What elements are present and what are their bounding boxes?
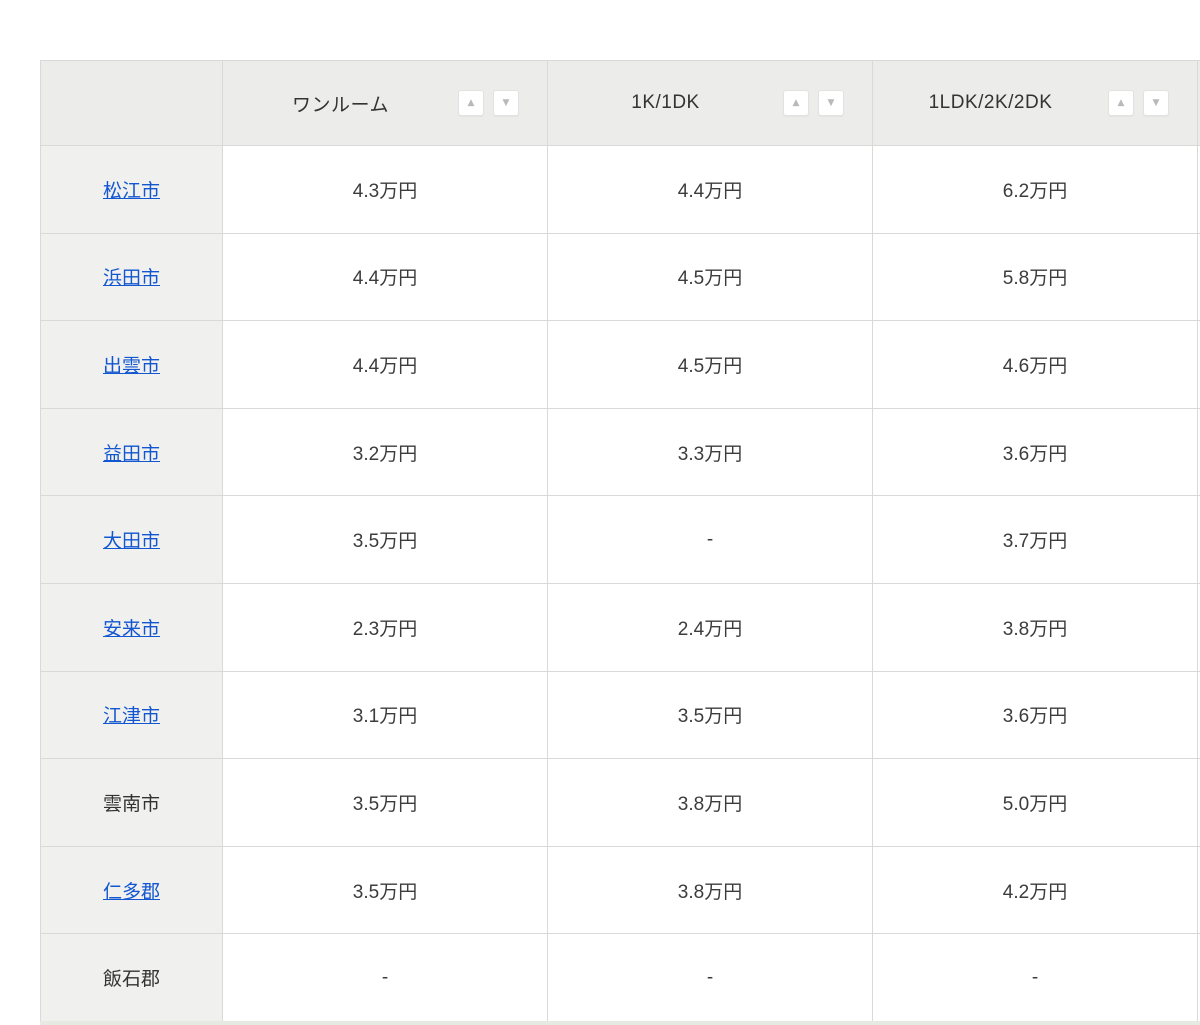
table-row: 飯石郡 - - -	[40, 933, 1200, 1022]
sort-controls: ▲ ▼	[783, 90, 844, 116]
rent-value-cell: -	[222, 933, 548, 1022]
rent-table-wrap: ワンルーム ▲ ▼ 1K/1DK ▲ ▼	[40, 60, 1200, 1022]
rent-price-table: ワンルーム ▲ ▼ 1K/1DK ▲ ▼	[40, 60, 1200, 1022]
rent-value-cell: 5.0万円	[872, 758, 1198, 847]
sort-desc-button[interactable]: ▼	[818, 90, 844, 116]
column-label: 1LDK/2K/2DK	[928, 92, 1053, 113]
sort-desc-button[interactable]: ▼	[1143, 90, 1169, 116]
rent-value-cell: 4.5万円	[547, 320, 873, 409]
column-label: ワンルーム	[292, 94, 389, 116]
area-link[interactable]: 益田市	[102, 443, 160, 465]
rent-value-cell: 4.6万円	[872, 320, 1198, 409]
column-header-cutoff	[1197, 60, 1200, 146]
area-link[interactable]: 大田市	[102, 531, 160, 553]
rent-value-cell: 3.2万円	[222, 407, 548, 497]
rent-value-cell: 3.5万円	[222, 758, 548, 847]
rent-value-cell: 3.8万円	[872, 582, 1198, 672]
rent-value-cell: -	[872, 933, 1198, 1022]
table-row: 雲南市 3.5万円 3.8万円 5.0万円	[40, 758, 1200, 847]
rent-value-cell-cutoff	[1197, 933, 1200, 1022]
area-cell: 浜田市	[40, 232, 223, 322]
area-cell: 飯石郡	[40, 933, 223, 1022]
rent-value-cell: 4.5万円	[547, 232, 873, 322]
area-link[interactable]: 浜田市	[102, 268, 160, 290]
area-cell: 雲南市	[40, 758, 223, 847]
area-link[interactable]: 出雲市	[102, 355, 160, 377]
area-cell: 仁多郡	[40, 845, 223, 935]
area-text: 飯石郡	[102, 969, 160, 991]
rent-value-cell: 2.4万円	[547, 582, 873, 672]
header-row: ワンルーム ▲ ▼ 1K/1DK ▲ ▼	[40, 60, 1200, 146]
sort-asc-button[interactable]: ▲	[458, 90, 484, 116]
area-cell: 安来市	[40, 582, 223, 672]
sort-controls: ▲ ▼	[1108, 90, 1169, 116]
sort-asc-button[interactable]: ▲	[783, 90, 809, 116]
table-row: 江津市 3.1万円 3.5万円 3.6万円	[40, 670, 1200, 760]
column-header-one-room: ワンルーム ▲ ▼	[222, 60, 548, 146]
column-header-1ldk-2k-2dk: 1LDK/2K/2DK ▲ ▼	[872, 60, 1198, 146]
area-cell: 出雲市	[40, 320, 223, 409]
rent-value-cell: 3.6万円	[872, 670, 1198, 760]
sort-down-icon: ▼	[1152, 97, 1160, 108]
table-row: 仁多郡 3.5万円 3.8万円 4.2万円	[40, 845, 1200, 935]
area-link[interactable]: 仁多郡	[102, 881, 160, 903]
rent-value-cell: 3.1万円	[222, 670, 548, 760]
table-row: 出雲市 4.4万円 4.5万円 4.6万円	[40, 320, 1200, 409]
area-cell: 江津市	[40, 670, 223, 760]
sort-down-icon: ▼	[502, 97, 510, 108]
area-text: 雲南市	[102, 793, 160, 815]
rent-value-cell: 4.2万円	[872, 845, 1198, 935]
sort-up-icon: ▲	[792, 97, 800, 108]
table-row: 益田市 3.2万円 3.3万円 3.6万円	[40, 407, 1200, 497]
rent-value-cell: 3.5万円	[222, 495, 548, 584]
rent-value-cell: 3.7万円	[872, 495, 1198, 584]
rent-value-cell: 3.5万円	[547, 670, 873, 760]
rent-value-cell: 3.8万円	[547, 758, 873, 847]
rent-value-cell: -	[547, 933, 873, 1022]
column-label: 1K/1DK	[631, 92, 700, 113]
area-cell: 松江市	[40, 145, 223, 234]
area-link[interactable]: 松江市	[102, 180, 160, 202]
area-link[interactable]: 安来市	[102, 618, 160, 640]
rent-value-cell: 4.4万円	[547, 145, 873, 234]
table-row: 松江市 4.3万円 4.4万円 6.2万円	[40, 145, 1200, 234]
rent-value-cell: -	[547, 495, 873, 584]
sort-up-icon: ▲	[467, 97, 475, 108]
rent-value-cell: 4.4万円	[222, 320, 548, 409]
corner-header-cell	[40, 60, 223, 146]
table-row: 大田市 3.5万円 - 3.7万円	[40, 495, 1200, 584]
rent-value-cell: 3.8万円	[547, 845, 873, 935]
table-row: 浜田市 4.4万円 4.5万円 5.8万円	[40, 232, 1200, 322]
rent-value-cell: 5.8万円	[872, 232, 1198, 322]
rent-value-cell: 4.4万円	[222, 232, 548, 322]
table-row: 安来市 2.3万円 2.4万円 3.8万円	[40, 582, 1200, 672]
rent-value-cell: 2.3万円	[222, 582, 548, 672]
area-link[interactable]: 江津市	[102, 706, 160, 728]
rent-value-cell: 6.2万円	[872, 145, 1198, 234]
column-header-1k-1dk: 1K/1DK ▲ ▼	[547, 60, 873, 146]
next-section-top-edge	[40, 1021, 1200, 1025]
area-cell: 益田市	[40, 407, 223, 497]
sort-asc-button[interactable]: ▲	[1108, 90, 1134, 116]
rent-value-cell: 3.6万円	[872, 407, 1198, 497]
area-cell: 大田市	[40, 495, 223, 584]
sort-desc-button[interactable]: ▼	[493, 90, 519, 116]
rent-value-cell: 3.3万円	[547, 407, 873, 497]
sort-controls: ▲ ▼	[458, 90, 519, 116]
sort-up-icon: ▲	[1117, 97, 1125, 108]
rent-value-cell: 3.5万円	[222, 845, 548, 935]
sort-down-icon: ▼	[827, 97, 835, 108]
rent-value-cell: 4.3万円	[222, 145, 548, 234]
